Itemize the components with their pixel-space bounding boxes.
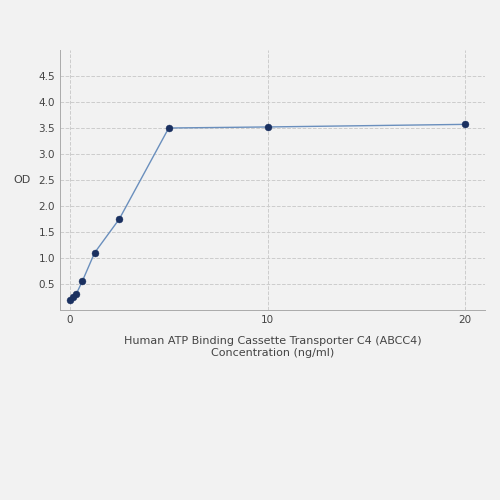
Y-axis label: OD: OD: [13, 175, 30, 185]
X-axis label: Human ATP Binding Cassette Transporter C4 (ABCC4)
Concentration (ng/ml): Human ATP Binding Cassette Transporter C…: [124, 336, 422, 357]
